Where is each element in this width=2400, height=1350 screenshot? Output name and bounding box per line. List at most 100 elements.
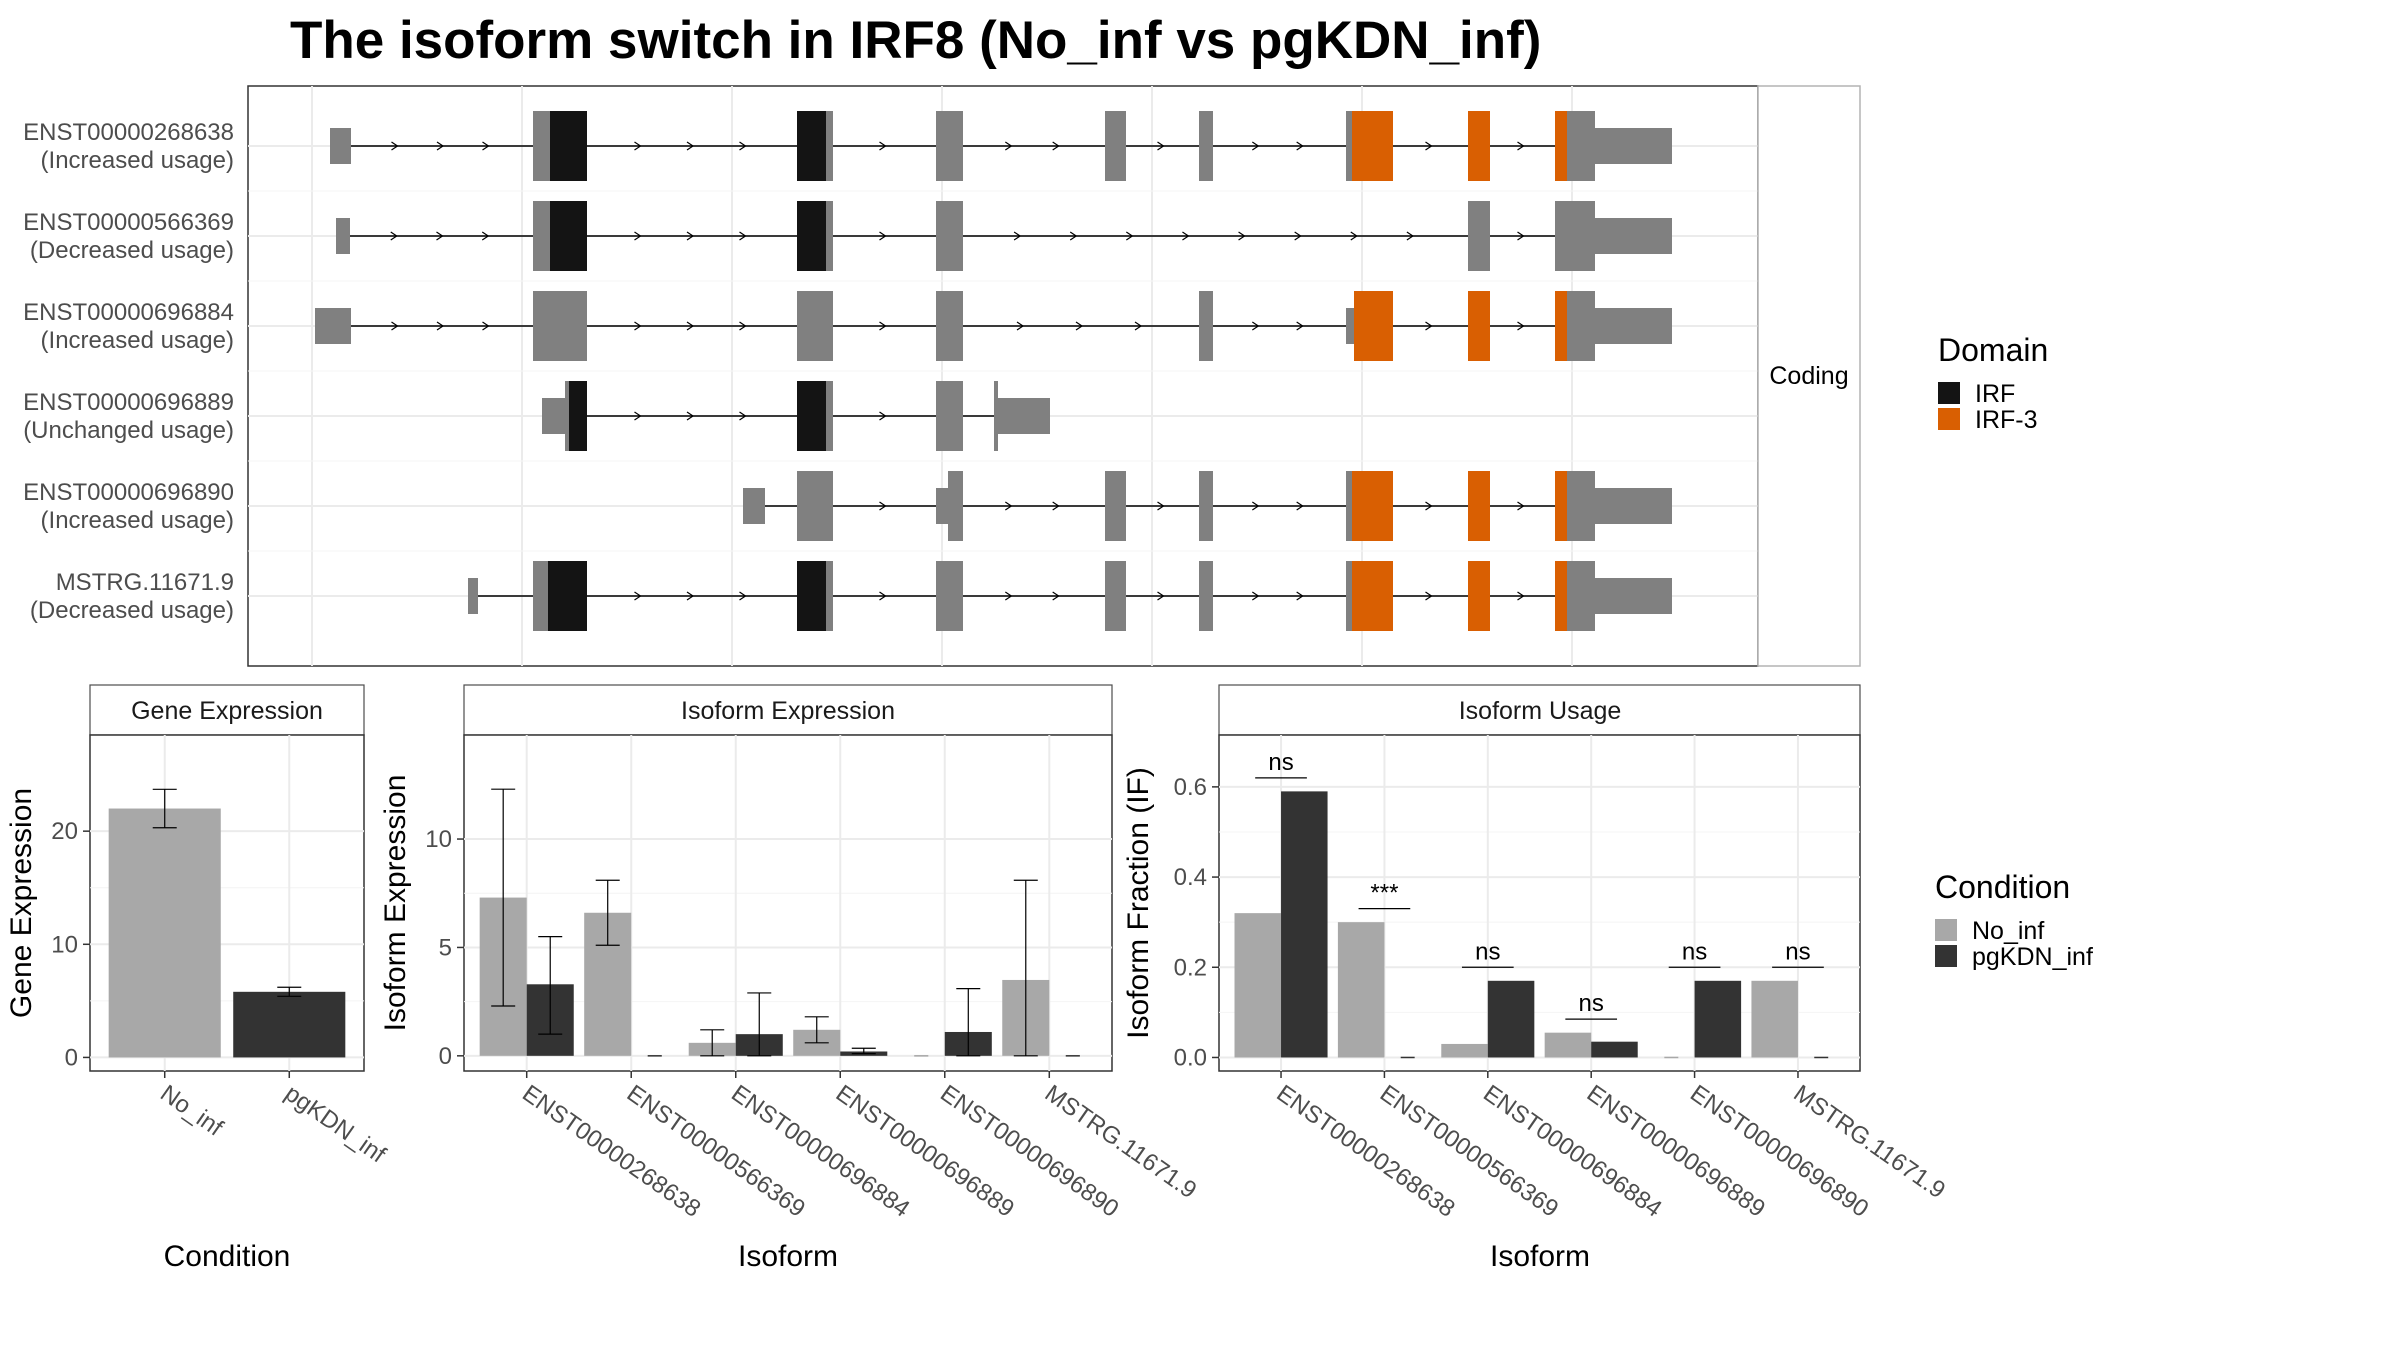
exon (1105, 471, 1126, 541)
x-tick-label: ENST00000696890 (935, 1080, 1123, 1223)
isoform-expression-strip-title: Isoform Expression (681, 697, 895, 725)
transcript-id-label: ENST00000268638 (23, 119, 234, 146)
intron-direction-arrow (879, 411, 887, 421)
intron-direction-arrow (1052, 591, 1060, 601)
domain-exon (797, 111, 826, 181)
intron-direction-arrow (1126, 231, 1134, 241)
structure-facet-label: Coding (1769, 362, 1848, 390)
domain-exon (797, 561, 826, 631)
y-tick-label: 0.4 (1174, 864, 1207, 891)
exon (936, 488, 948, 524)
isoform-usage-xlabel: Isoform (1490, 1240, 1590, 1273)
intron-direction-arrow (739, 321, 747, 331)
intron-direction-arrow (1252, 501, 1260, 511)
exon (1346, 308, 1354, 344)
exon (1346, 111, 1352, 181)
intron-direction-arrow (1075, 321, 1084, 331)
intron-direction-arrow (1052, 141, 1060, 151)
domain-exon (1468, 561, 1490, 631)
domain-exon (1468, 471, 1490, 541)
intron-direction-arrow (1517, 321, 1525, 331)
exon (1595, 308, 1672, 344)
intron-direction-arrow (1157, 501, 1165, 511)
exon (330, 128, 351, 164)
isoform-usage-strip (1218, 684, 1861, 736)
intron-direction-arrow (1182, 231, 1190, 241)
exon (936, 561, 963, 631)
intron-direction-arrow (1296, 141, 1304, 151)
bar-pgKDN_inf (1694, 980, 1742, 1058)
x-tick-label: ENST00000696889 (831, 1080, 1019, 1223)
exon (1595, 218, 1672, 254)
intron-direction-arrow (1517, 231, 1525, 241)
transcript-usage-label: (Unchanged usage) (23, 417, 234, 444)
gene-expression-panel: Gene Expression 0 10 20 No_inf pgKDN_inf Con… (5, 684, 391, 1273)
isoform-usage-panel: Isoform Usage ns *** ns ns ns ns 0.0 0.2 0.4 0.6… (1122, 684, 1950, 1273)
exon (1199, 111, 1213, 181)
bar-No_inf (108, 808, 221, 1058)
structure-facet-strip (1757, 85, 1861, 667)
domain-exon (1354, 291, 1393, 361)
gene-expression-strip-title: Gene Expression (131, 697, 323, 725)
intron-direction-arrow (1005, 591, 1013, 601)
exon (565, 381, 569, 451)
isoform-usage-bars: ns *** ns ns ns ns (1234, 749, 1829, 1059)
exon (743, 488, 765, 524)
intron-direction-arrow (1238, 231, 1246, 241)
y-tick-label: 10 (51, 931, 78, 958)
exon (994, 381, 998, 451)
exon (998, 398, 1050, 434)
exon (1555, 201, 1595, 271)
exon (1595, 128, 1672, 164)
transcript-usage-label: (Decreased usage) (30, 597, 234, 624)
intron-direction-arrow (634, 231, 642, 241)
exon (1595, 578, 1672, 614)
x-tick-label: pgKDN_inf (280, 1080, 391, 1169)
exon (948, 471, 963, 541)
exon (797, 291, 833, 361)
exon (936, 381, 963, 451)
bar-pgKDN_inf (233, 991, 346, 1058)
exon (826, 201, 833, 271)
domain-exon (550, 201, 587, 271)
gene-expression-strip (89, 684, 365, 736)
intron-direction-arrow (634, 591, 642, 601)
intron-direction-arrow (1350, 231, 1358, 241)
transcript-usage-label: (Increased usage) (41, 327, 234, 354)
intron-direction-arrow (482, 321, 490, 331)
intron-direction-arrow (1016, 321, 1025, 331)
exon (1595, 488, 1672, 524)
legend-swatch-irf3 (1938, 408, 1960, 430)
isoform-expression-bars (479, 788, 1080, 1057)
isoform-expression-ylabel: Isoform Expression (379, 775, 412, 1032)
intron-direction-arrow (1406, 231, 1414, 241)
exon (533, 201, 550, 271)
structure-panel-border (247, 85, 1759, 667)
x-tick-label: ENST00000566369 (622, 1080, 810, 1223)
exon (826, 561, 833, 631)
bar-No_inf (1441, 1043, 1488, 1058)
intron-direction-arrow (686, 591, 695, 601)
x-tick-label: ENST00000696890 (1685, 1080, 1873, 1223)
transcript-id-label: ENST00000566369 (23, 209, 234, 236)
intron-direction-arrow (1252, 141, 1260, 151)
bar-No_inf (1751, 980, 1798, 1058)
intron-direction-arrow (482, 141, 490, 151)
isoform-usage-ylabel: Isoform Fraction (IF) (1122, 767, 1155, 1039)
exon (1199, 561, 1213, 631)
exon (533, 291, 587, 361)
exon (542, 398, 565, 434)
transcript-row-labels: ENST00000268638 (Increased usage) ENST0000… (23, 119, 234, 624)
x-tick-label: ENST00000696889 (1582, 1080, 1770, 1223)
domain-exon (1555, 561, 1567, 631)
transcript-id-label: ENST00000696890 (23, 479, 234, 506)
intron-direction-arrow (1294, 231, 1302, 241)
intron-direction-arrow (686, 231, 695, 241)
isoform-expression-strip (463, 684, 1113, 736)
exon (936, 201, 963, 271)
exon (1105, 111, 1126, 181)
intron-direction-arrow (1157, 591, 1165, 601)
x-tick-label: ENST00000566369 (1375, 1080, 1563, 1223)
domain-legend: Domain IRF IRF-3 (1938, 332, 2048, 434)
